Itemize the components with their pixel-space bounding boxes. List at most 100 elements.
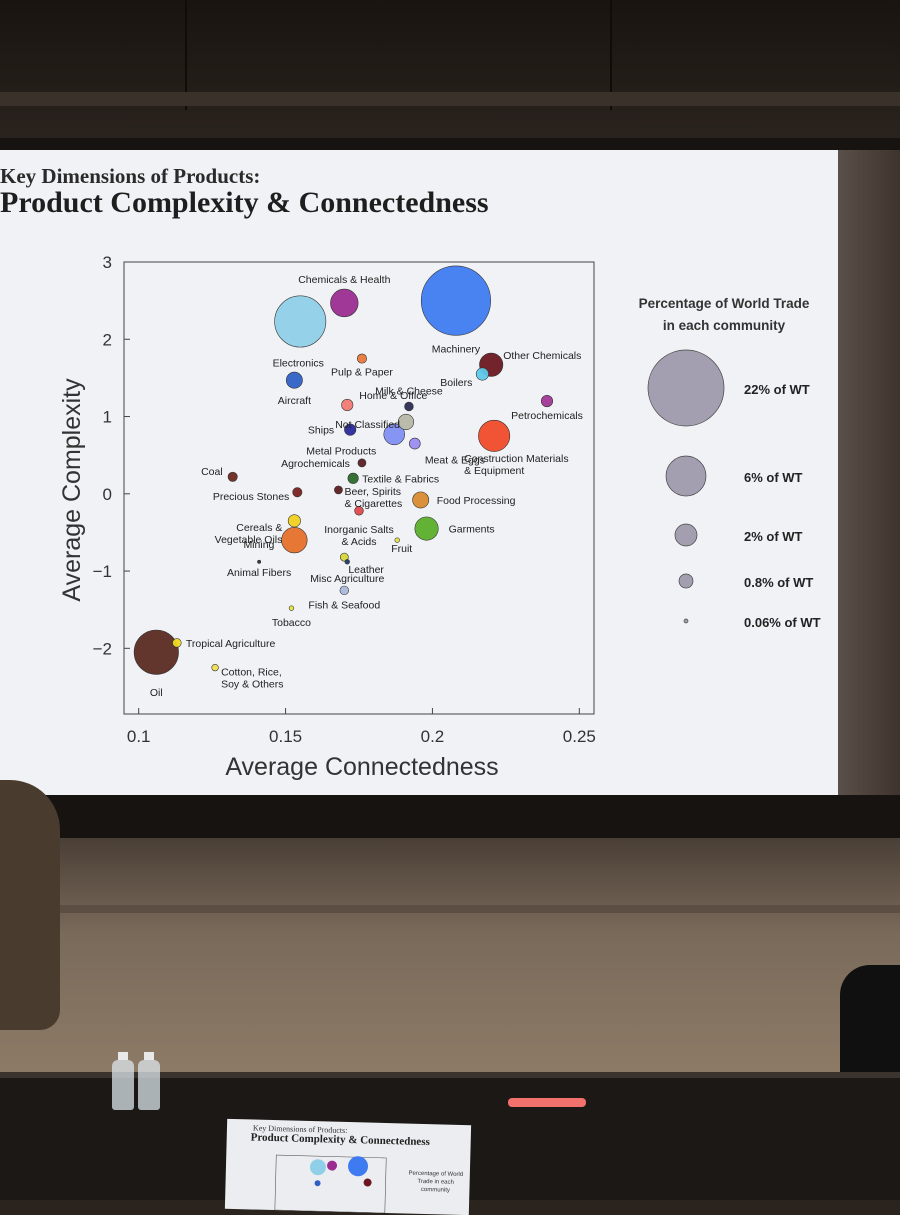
bubble-beer-spirits-cigarettes <box>334 485 343 495</box>
y-tick-label: 0 <box>103 485 112 504</box>
bubble-metal-products <box>383 423 406 446</box>
bubble-food-processing <box>412 491 430 509</box>
label-mining: Mining <box>243 539 274 551</box>
wall <box>0 838 900 1078</box>
bubble-ships <box>344 423 357 436</box>
size-legend-label: 0.8% of WT <box>744 575 813 590</box>
ceiling-panel-divider <box>185 0 187 110</box>
size-legend-bubble <box>683 618 689 624</box>
label-leather: Leather <box>348 564 384 576</box>
label-meat-eggs: Meat & Eggs <box>425 455 485 467</box>
bubble-pulp-paper <box>356 353 367 364</box>
label-home-office: Home & Office <box>359 390 427 402</box>
bubble-precious-stones <box>292 487 303 498</box>
bubble-garments <box>414 516 439 541</box>
label-fruit: Fruit <box>391 543 412 555</box>
x-tick-label: 0.25 <box>563 727 596 746</box>
bubble-oil <box>133 629 179 675</box>
bubble-animal-fibers <box>257 559 262 564</box>
label-garments: Garments <box>449 524 495 536</box>
bubble-textile-fabrics <box>347 472 359 484</box>
label-oil: Oil <box>150 687 163 699</box>
bubble-mining <box>281 527 308 554</box>
label-boilers: Boilers <box>440 377 472 389</box>
ceiling-panel-divider <box>610 0 612 110</box>
size-legend-label: 22% of WT <box>744 382 810 397</box>
size-legend-bubble <box>674 523 698 547</box>
bubble-cereals-vegetable-oils <box>287 514 301 528</box>
bubble-misc-agriculture <box>344 559 350 565</box>
size-legend-label: 0.06% of WT <box>744 615 821 630</box>
size-legend-bubble <box>665 455 707 497</box>
label-electronics: Electronics <box>273 357 324 369</box>
label-chemicals-health: Chemicals & Health <box>298 274 390 286</box>
x-tick-label: 0.1 <box>127 727 151 746</box>
size-legend-bubble <box>647 349 725 427</box>
y-tick-label: 3 <box>103 253 112 272</box>
label-construction-materials-equipment: Construction Materials & Equipment <box>464 453 568 477</box>
bubble-cotton-rice-soy-others <box>211 664 219 672</box>
x-tick-label: 0.2 <box>421 727 445 746</box>
label-food-processing: Food Processing <box>437 495 516 507</box>
bottle-cap <box>144 1052 154 1060</box>
bubble-machinery <box>420 265 491 336</box>
label-inorganic-salts-acids: Inorganic Salts & Acids <box>324 524 393 548</box>
size-legend-title-line1: Percentage of World Trade <box>639 296 810 311</box>
size-legend-label: 6% of WT <box>744 470 803 485</box>
label-cereals-vegetable-oils: Cereals & Vegetable Oils <box>215 522 283 546</box>
label-pulp-paper: Pulp & Paper <box>331 367 393 379</box>
person-silhouette <box>0 780 60 1030</box>
y-tick-label: −2 <box>93 639 112 658</box>
bubble-electronics <box>274 295 327 348</box>
bubble-fruit <box>394 537 400 543</box>
wall-rail <box>0 905 900 913</box>
slide-title: Product Complexity & Connectedness <box>0 186 489 219</box>
y-tick-label: 2 <box>103 330 112 349</box>
label-tobacco: Tobacco <box>272 617 311 629</box>
handout-legend-title: Percentage of World Trade in each commun… <box>408 1170 464 1194</box>
bubble-petrochemicals <box>540 395 554 408</box>
water-bottle <box>112 1060 134 1110</box>
label-coal: Coal <box>201 466 223 478</box>
bubble-construction-materials-equipment <box>478 419 511 452</box>
water-bottle <box>138 1060 160 1110</box>
label-misc-agriculture: Misc Agriculture <box>310 573 384 585</box>
bubble-chemicals-health <box>330 288 359 318</box>
label-petrochemicals: Petrochemicals <box>511 410 583 422</box>
table-edge <box>0 1072 900 1082</box>
bubble-tropical-agriculture <box>172 638 182 648</box>
bubble-milk-cheese <box>404 401 414 412</box>
label-textile-fabrics: Textile & Fabrics <box>362 473 439 485</box>
label-precious-stones: Precious Stones <box>213 491 289 503</box>
bubble-home-office <box>341 398 354 411</box>
label-ships: Ships <box>308 425 334 437</box>
label-other-chemicals: Other Chemicals <box>503 350 581 362</box>
label-beer-spirits-cigarettes: Beer, Spirits & Cigarettes <box>344 486 402 510</box>
bubble-not-classified <box>397 413 415 430</box>
bubble-boilers <box>475 367 489 381</box>
slide-supertitle: Key Dimensions of Products: <box>0 164 261 188</box>
handout-thumbnail-chart <box>274 1154 387 1214</box>
label-machinery: Machinery <box>432 344 481 356</box>
bubble-coal <box>227 471 238 482</box>
bubble-agrochemicals <box>357 458 367 468</box>
label-aircraft: Aircraft <box>278 395 311 407</box>
label-agrochemicals: Agrochemicals <box>281 458 350 470</box>
label-animal-fibers: Animal Fibers <box>227 567 291 579</box>
bubble-inorganic-salts-acids <box>354 506 364 516</box>
x-axis-label: Average Connectedness <box>225 753 498 781</box>
label-tropical-agriculture: Tropical Agriculture <box>186 638 276 650</box>
plot-frame <box>123 261 595 715</box>
bubble-meat-eggs <box>409 437 421 450</box>
y-tick-label: −1 <box>93 562 112 581</box>
projected-slide: Key Dimensions of Products: Product Comp… <box>0 150 838 795</box>
size-legend: 22% of WT 6% of WT 2% of WT 0.8% of WT 0.06%… <box>647 349 821 630</box>
bottle-cap <box>118 1052 128 1060</box>
bubble-fish-seafood <box>339 585 349 596</box>
size-legend-label: 2% of WT <box>744 529 803 544</box>
bubble-tobacco <box>288 605 295 611</box>
handout-title: Product Complexity & Connectedness <box>250 1131 430 1149</box>
highlighter-pen <box>508 1098 586 1107</box>
printed-handout[interactable]: Key Dimensions of Products: Product Comp… <box>224 1118 472 1215</box>
y-tick-label: 1 <box>103 408 112 427</box>
